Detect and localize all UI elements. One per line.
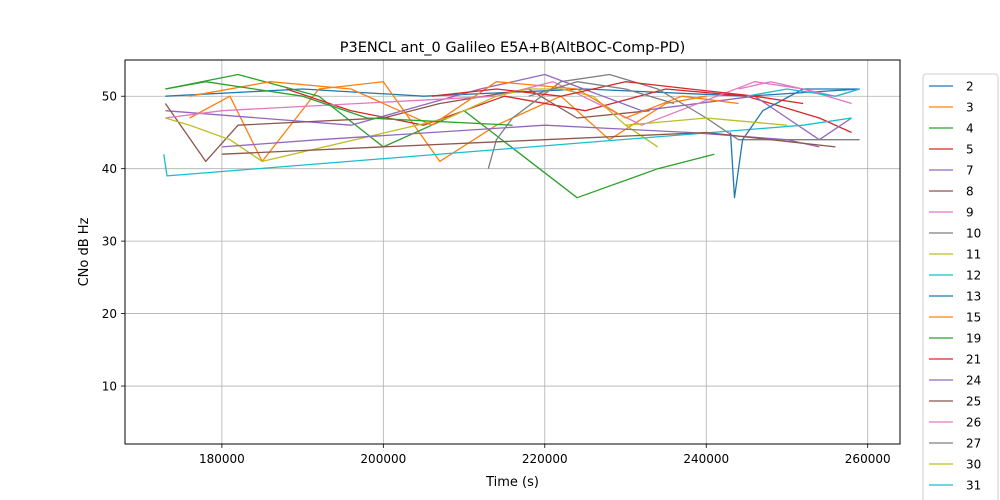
legend-label: 15 [966, 311, 981, 325]
legend-label: 3 [966, 101, 974, 115]
legend-label: 24 [966, 374, 981, 388]
legend-label: 4 [966, 122, 974, 136]
series-line-24 [221, 124, 820, 148]
legend-label: 21 [966, 353, 981, 367]
legend: 2 3 4 5 7 8 9 10 11 12 13 15 19 21 24 25 26 27 30 31 [922, 73, 999, 500]
x-tick-label: 260000 [845, 452, 891, 466]
series-line-27 [528, 81, 675, 105]
legend-label: 19 [966, 332, 981, 346]
series-line-8 [164, 88, 650, 163]
legend-label: 8 [966, 185, 974, 199]
x-tick-label: 180000 [199, 452, 245, 466]
legend-label: 7 [966, 164, 974, 178]
legend-label: 10 [966, 227, 981, 241]
x-tick-label: 240000 [683, 452, 729, 466]
legend-label: 27 [966, 437, 981, 451]
series-line-31 [746, 88, 860, 97]
legend-label: 13 [966, 290, 981, 304]
y-tick-label: 10 [102, 380, 117, 394]
legend-label: 11 [966, 248, 981, 262]
legend-label: 5 [966, 143, 974, 157]
series-line-13 [729, 88, 860, 199]
legend-label: 25 [966, 395, 981, 409]
series-line-15 [189, 81, 739, 126]
series-line-5 [286, 88, 852, 134]
series-line-25 [221, 131, 836, 155]
series-line-21 [431, 81, 804, 105]
legend-label: 31 [966, 479, 981, 493]
legend-box [922, 73, 999, 500]
legend-label: 30 [966, 458, 981, 472]
series-line-30 [625, 117, 788, 126]
series-line-4 [165, 73, 715, 199]
y-tick-label: 50 [102, 90, 117, 104]
y-tick-label: 40 [102, 162, 117, 176]
legend-label: 2 [966, 80, 974, 94]
series-line-19 [165, 81, 513, 126]
y-axis: 10 20 30 40 50 [102, 90, 125, 394]
x-axis-label: Time (s) [485, 475, 539, 490]
plot-area [163, 73, 860, 199]
grid-lines [125, 60, 900, 444]
series-line-11 [165, 88, 659, 163]
series-line-10 [487, 73, 860, 169]
legend-label: 12 [966, 269, 981, 283]
x-axis: 180000 200000 220000 240000 260000 [199, 444, 891, 466]
y-tick-label: 30 [102, 235, 117, 249]
y-tick-label: 20 [102, 307, 117, 321]
chart-title: P3ENCL ant_0 Galileo E5A+B(AltBOC-Comp-P… [340, 40, 686, 56]
legend-label: 9 [966, 206, 974, 220]
x-tick-label: 220000 [522, 452, 568, 466]
axes-frame [124, 59, 901, 445]
legend-label: 26 [966, 416, 981, 430]
y-axis-label: CNo dB Hz [77, 217, 92, 286]
x-tick-label: 200000 [360, 452, 406, 466]
series-line-12 [163, 117, 852, 177]
